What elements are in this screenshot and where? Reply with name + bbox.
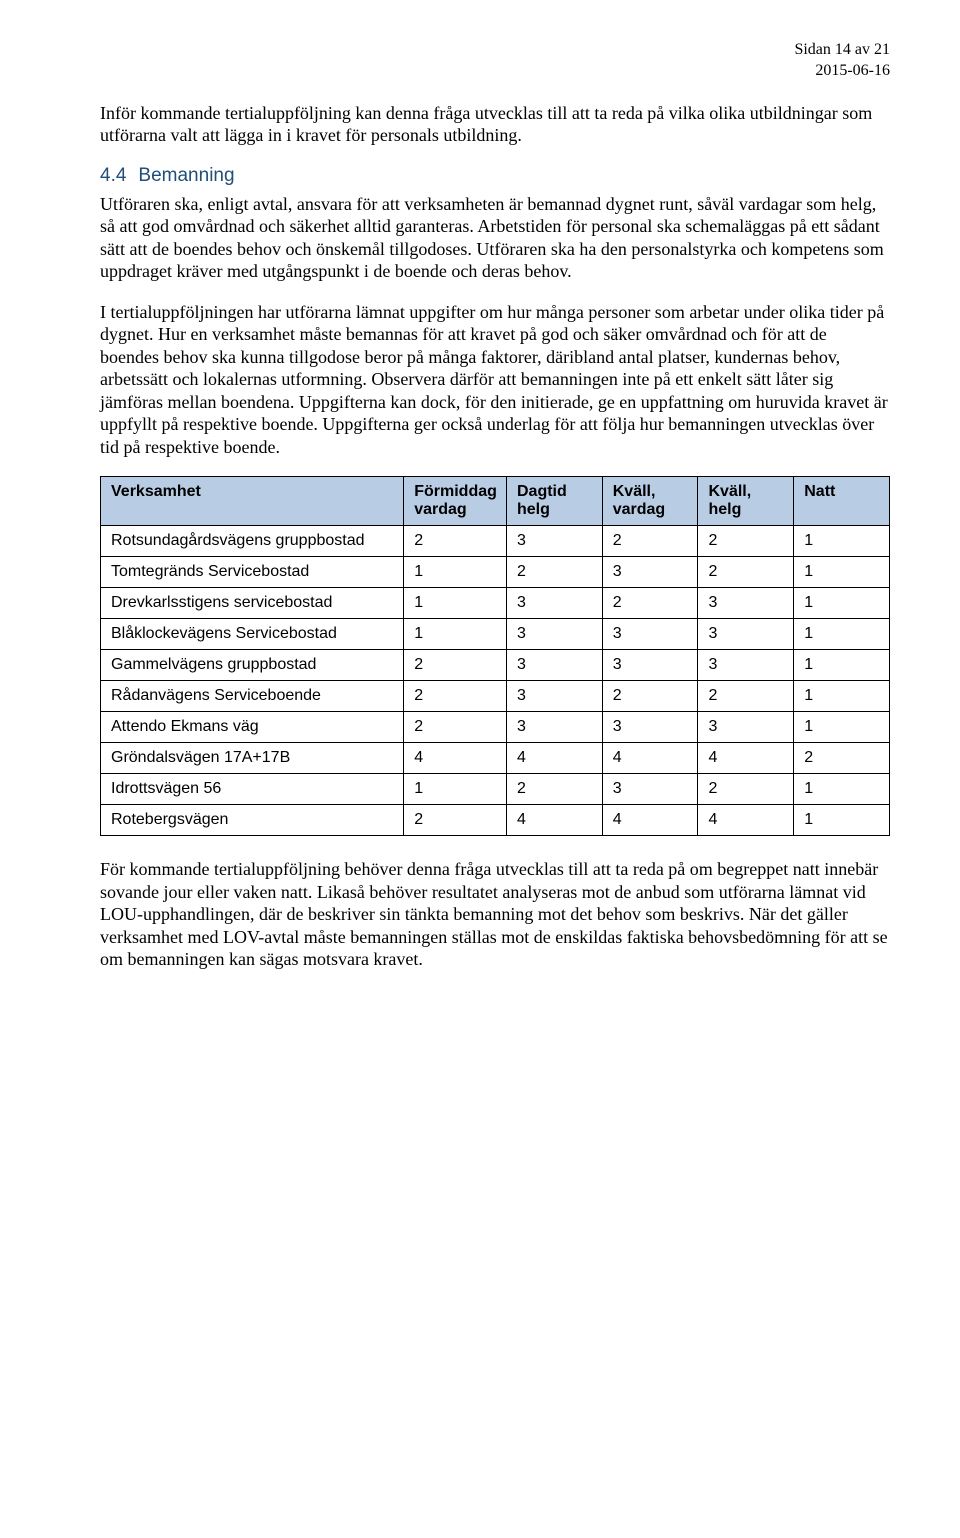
table-row: Gröndalsvägen 17A+17B 4 4 4 4 2 bbox=[101, 743, 890, 774]
cell-value: 3 bbox=[506, 712, 602, 743]
cell-value: 3 bbox=[698, 712, 794, 743]
table-row: Rådanvägens Serviceboende 2 3 2 2 1 bbox=[101, 681, 890, 712]
cell-name: Tomtegränds Servicebostad bbox=[101, 557, 404, 588]
cell-name: Rotebergsvägen bbox=[101, 805, 404, 836]
cell-value: 2 bbox=[404, 712, 507, 743]
cell-value: 1 bbox=[404, 774, 507, 805]
cell-value: 4 bbox=[698, 743, 794, 774]
cell-value: 4 bbox=[404, 743, 507, 774]
cell-value: 2 bbox=[602, 526, 698, 557]
cell-value: 3 bbox=[698, 588, 794, 619]
cell-value: 4 bbox=[602, 743, 698, 774]
cell-value: 2 bbox=[602, 588, 698, 619]
cell-value: 2 bbox=[698, 681, 794, 712]
cell-value: 3 bbox=[506, 681, 602, 712]
cell-name: Attendo Ekmans väg bbox=[101, 712, 404, 743]
table-header-row: Verksamhet Förmiddag vardag Dagtid helg … bbox=[101, 477, 890, 526]
page-date: 2015-06-16 bbox=[100, 61, 890, 82]
section-paragraph-2: I tertialuppföljningen har utförarna läm… bbox=[100, 301, 890, 459]
cell-value: 1 bbox=[404, 619, 507, 650]
cell-name: Blåklockevägens Servicebostad bbox=[101, 619, 404, 650]
table-body: Rotsundagårdsvägens gruppbostad 2 3 2 2 … bbox=[101, 526, 890, 836]
cell-value: 2 bbox=[698, 774, 794, 805]
cell-value: 3 bbox=[602, 557, 698, 588]
cell-value: 1 bbox=[794, 805, 890, 836]
staffing-table: Verksamhet Förmiddag vardag Dagtid helg … bbox=[100, 476, 890, 836]
cell-value: 2 bbox=[794, 743, 890, 774]
document-page: Sidan 14 av 21 2015-06-16 Inför kommande… bbox=[0, 0, 960, 1021]
cell-value: 1 bbox=[794, 681, 890, 712]
cell-value: 3 bbox=[602, 650, 698, 681]
cell-name: Idrottsvägen 56 bbox=[101, 774, 404, 805]
table-row: Gammelvägens gruppbostad 2 3 3 3 1 bbox=[101, 650, 890, 681]
cell-value: 3 bbox=[698, 619, 794, 650]
cell-value: 2 bbox=[506, 557, 602, 588]
cell-value: 2 bbox=[404, 681, 507, 712]
col-header-natt: Natt bbox=[794, 477, 890, 526]
page-header: Sidan 14 av 21 2015-06-16 bbox=[100, 40, 890, 82]
closing-paragraph: För kommande tertialuppföljning behöver … bbox=[100, 858, 890, 971]
cell-value: 4 bbox=[506, 743, 602, 774]
cell-value: 2 bbox=[506, 774, 602, 805]
table-row: Idrottsvägen 56 1 2 3 2 1 bbox=[101, 774, 890, 805]
cell-value: 1 bbox=[794, 526, 890, 557]
cell-value: 1 bbox=[794, 650, 890, 681]
cell-name: Drevkarlsstigens servicebostad bbox=[101, 588, 404, 619]
col-header-kvall-vardag: Kväll, vardag bbox=[602, 477, 698, 526]
section-number: 4.4 bbox=[100, 165, 126, 186]
cell-value: 2 bbox=[698, 557, 794, 588]
cell-value: 3 bbox=[602, 712, 698, 743]
cell-value: 2 bbox=[404, 805, 507, 836]
cell-value: 4 bbox=[698, 805, 794, 836]
page-number-label: Sidan 14 av 21 bbox=[100, 40, 890, 61]
cell-name: Rådanvägens Serviceboende bbox=[101, 681, 404, 712]
cell-value: 1 bbox=[794, 619, 890, 650]
intro-paragraph: Inför kommande tertialuppföljning kan de… bbox=[100, 102, 890, 147]
cell-value: 1 bbox=[404, 557, 507, 588]
table-row: Rotsundagårdsvägens gruppbostad 2 3 2 2 … bbox=[101, 526, 890, 557]
section-heading: 4.4 Bemanning bbox=[100, 165, 890, 187]
cell-value: 2 bbox=[404, 526, 507, 557]
cell-value: 4 bbox=[602, 805, 698, 836]
cell-value: 1 bbox=[404, 588, 507, 619]
cell-value: 2 bbox=[404, 650, 507, 681]
cell-name: Rotsundagårdsvägens gruppbostad bbox=[101, 526, 404, 557]
col-header-verksamhet: Verksamhet bbox=[101, 477, 404, 526]
cell-value: 1 bbox=[794, 774, 890, 805]
cell-value: 2 bbox=[602, 681, 698, 712]
cell-value: 4 bbox=[506, 805, 602, 836]
cell-value: 3 bbox=[506, 526, 602, 557]
cell-name: Gröndalsvägen 17A+17B bbox=[101, 743, 404, 774]
cell-value: 1 bbox=[794, 712, 890, 743]
cell-name: Gammelvägens gruppbostad bbox=[101, 650, 404, 681]
col-header-formiddag: Förmiddag vardag bbox=[404, 477, 507, 526]
col-header-kvall-helg: Kväll, helg bbox=[698, 477, 794, 526]
cell-value: 3 bbox=[506, 650, 602, 681]
table-row: Drevkarlsstigens servicebostad 1 3 2 3 1 bbox=[101, 588, 890, 619]
cell-value: 3 bbox=[698, 650, 794, 681]
cell-value: 3 bbox=[506, 619, 602, 650]
cell-value: 3 bbox=[602, 774, 698, 805]
table-row: Tomtegränds Servicebostad 1 2 3 2 1 bbox=[101, 557, 890, 588]
section-title: Bemanning bbox=[138, 165, 234, 186]
col-header-dagtid: Dagtid helg bbox=[506, 477, 602, 526]
section-paragraph-1: Utföraren ska, enligt avtal, ansvara för… bbox=[100, 193, 890, 283]
table-row: Rotebergsvägen 2 4 4 4 1 bbox=[101, 805, 890, 836]
cell-value: 1 bbox=[794, 557, 890, 588]
cell-value: 3 bbox=[602, 619, 698, 650]
cell-value: 1 bbox=[794, 588, 890, 619]
cell-value: 2 bbox=[698, 526, 794, 557]
table-row: Attendo Ekmans väg 2 3 3 3 1 bbox=[101, 712, 890, 743]
cell-value: 3 bbox=[506, 588, 602, 619]
table-row: Blåklockevägens Servicebostad 1 3 3 3 1 bbox=[101, 619, 890, 650]
